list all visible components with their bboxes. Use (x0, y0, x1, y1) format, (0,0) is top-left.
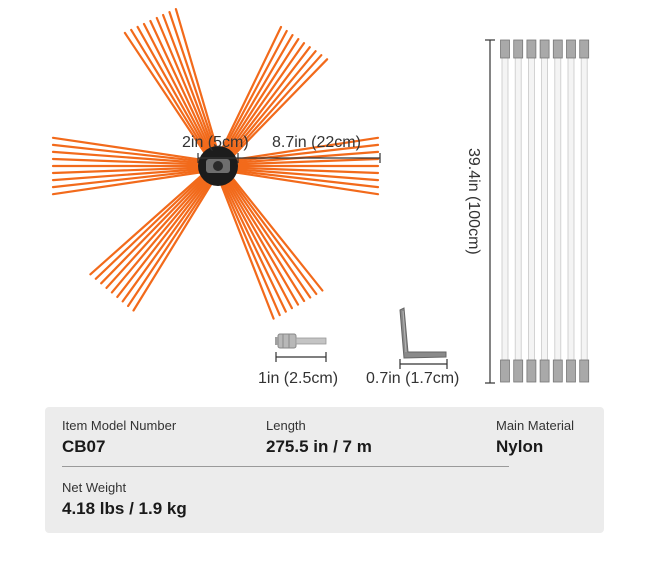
spec-material-label: Main Material (496, 418, 575, 433)
bristle-strand (220, 58, 329, 170)
bristle-dimension-line (238, 153, 381, 163)
wrench-dimension-line (399, 359, 448, 369)
bristle-strand (213, 166, 275, 320)
bristle-strand (155, 16, 220, 167)
bristle-strand (215, 33, 294, 166)
bristle-strand (105, 164, 219, 289)
rod (579, 39, 590, 383)
spec-length: Length 275.5 in / 7 m (266, 418, 372, 457)
adapter-part (275, 333, 327, 349)
bristle-strand (214, 166, 281, 317)
rods-group (500, 39, 590, 383)
bristle-strand (216, 165, 380, 175)
product-illustration (51, 8, 590, 384)
rod-dimension-line (485, 39, 495, 384)
rod (513, 39, 524, 383)
adapter-length-label: 1in (2.5cm) (258, 370, 339, 387)
bristle-strand (94, 163, 217, 280)
bristle-strand (174, 8, 223, 166)
bristle-strand (218, 50, 317, 169)
bristle-strand (220, 163, 324, 292)
bristle-strand (217, 164, 306, 303)
bristle-strand (216, 37, 300, 167)
bristle-strand (100, 163, 218, 285)
bristle-strand (142, 22, 219, 168)
bristle-strand (216, 167, 380, 189)
bristle-strand (51, 150, 220, 166)
bristle-strand (218, 163, 312, 299)
bristle-strand (51, 168, 220, 196)
spec-material: Main Material Nylon (496, 418, 574, 457)
hub-diameter-label: 2in (5cm) (182, 134, 249, 151)
bristle-strand (214, 29, 288, 166)
rod (539, 39, 550, 383)
bristle-strand (136, 25, 218, 168)
wrench-size-label: 0.7in (1.7cm) (366, 370, 460, 387)
spec-model-value: CB07 (62, 437, 106, 456)
bristle-strand (216, 166, 380, 182)
spec-length-value: 275.5 in / 7 m (266, 437, 372, 456)
rod (552, 39, 563, 383)
brush-hub (198, 146, 238, 186)
rod (500, 39, 510, 383)
bristle-strand (123, 31, 216, 169)
bristle-strand (216, 164, 300, 306)
bristle-strand (217, 46, 311, 168)
spec-model: Item Model Number CB07 (62, 418, 176, 457)
bristle-strand (132, 167, 222, 312)
spec-weight: Net Weight 4.18 lbs / 1.9 kg (62, 480, 187, 519)
spec-model-label: Item Model Number (62, 418, 177, 433)
rod-length-label: 39.4in (100cm) (465, 148, 482, 255)
bristle-strand (121, 166, 221, 303)
spec-weight-label: Net Weight (62, 480, 127, 495)
bristle-strand (216, 41, 306, 168)
bristle-strand (216, 143, 380, 165)
hex-wrench-part (399, 307, 447, 359)
bristle-length-label: 8.7in (22cm) (272, 134, 361, 151)
bristle-strand (127, 166, 222, 308)
bristle-strand (51, 143, 220, 165)
bristle-strand (219, 54, 323, 169)
bristle-strand (51, 167, 220, 189)
spec-weight-value: 4.18 lbs / 1.9 kg (62, 499, 187, 518)
bristle-strand (216, 157, 380, 167)
bristle-strand (51, 136, 220, 164)
bristle-strand (89, 162, 217, 276)
spec-material-value: Nylon (496, 437, 544, 456)
bristle-strand (51, 165, 220, 175)
bristle-strand (116, 165, 220, 298)
bristle-strand (51, 157, 220, 167)
spec-divider (62, 466, 509, 467)
bristle-strand (110, 164, 220, 294)
bristle-strand (162, 13, 221, 167)
bristle-strand (130, 28, 217, 169)
adapter-dimension-line (275, 352, 327, 362)
bristle-strand (216, 165, 293, 310)
brush-bristles (51, 8, 380, 320)
bristle-strand (149, 19, 220, 168)
bristle-strand (216, 168, 380, 196)
bristle-strand (215, 165, 287, 313)
rod (566, 39, 576, 383)
rod (526, 39, 537, 383)
spec-card (45, 407, 604, 533)
bristle-strand (168, 11, 222, 166)
bristle-strand (51, 166, 220, 182)
spec-length-label: Length (266, 418, 306, 433)
bristle-strand (213, 25, 283, 165)
bristle-strand (219, 163, 318, 296)
